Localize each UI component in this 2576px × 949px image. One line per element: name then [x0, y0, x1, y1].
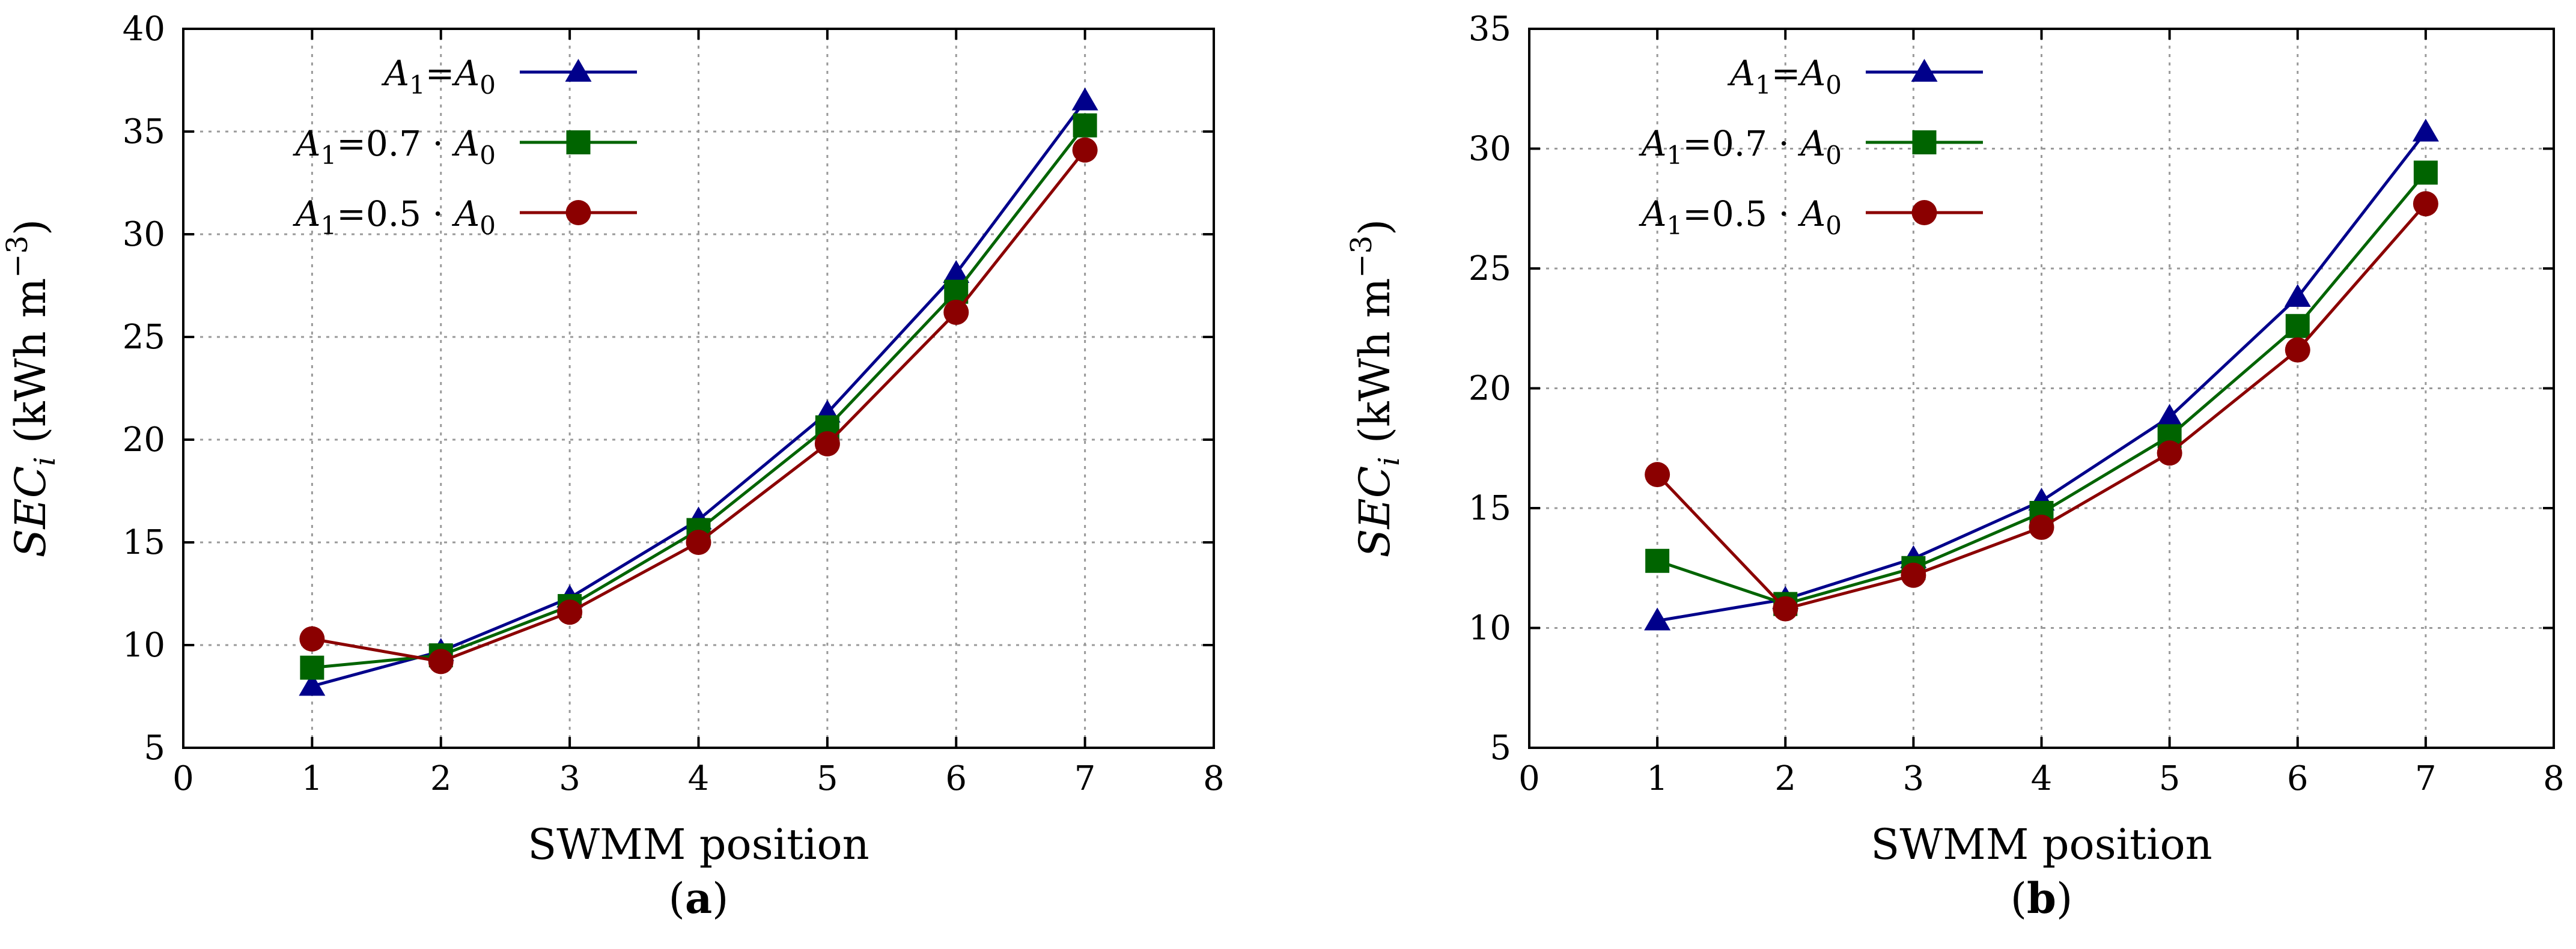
data-point	[1072, 137, 1098, 163]
y-axis-label: SECi (kWh m−3)	[1345, 219, 1406, 558]
data-point	[1644, 607, 1671, 631]
legend-marker	[1911, 59, 1938, 82]
series-3	[1645, 191, 2438, 622]
legend-label: A1=0.5 · A0	[293, 193, 496, 240]
x-tick-label: 2	[1774, 759, 1796, 798]
data-point	[943, 259, 970, 283]
legend-label: A1=0.7 · A0	[1639, 123, 1842, 170]
data-point	[300, 655, 324, 680]
legend-marker	[1911, 200, 1937, 225]
data-point	[299, 673, 326, 696]
data-point	[943, 299, 969, 325]
x-tick-label: 3	[1903, 759, 1925, 798]
data-point	[2413, 191, 2438, 217]
x-tick-label: 0	[172, 759, 194, 798]
legend-label: A1=0.7 · A0	[293, 123, 496, 170]
data-point	[1645, 462, 1670, 488]
y-tick-label: 25	[1469, 249, 1511, 288]
y-tick-label: 25	[123, 318, 165, 357]
data-point	[2412, 118, 2439, 142]
x-tick-label: 3	[559, 759, 580, 798]
y-tick-label: 35	[123, 112, 165, 151]
legend-marker	[565, 200, 591, 225]
y-tick-label: 5	[1490, 729, 1511, 768]
x-tick-label: 7	[1074, 759, 1096, 798]
x-tick-label: 5	[2159, 759, 2181, 798]
y-tick-label: 30	[1469, 130, 1511, 169]
y-tick-label: 10	[1469, 609, 1511, 648]
data-point	[814, 431, 840, 456]
data-point	[2157, 440, 2182, 466]
data-point	[2284, 283, 2311, 307]
data-point	[2413, 160, 2438, 185]
y-axis-label: SECi (kWh m−3)	[1, 219, 62, 558]
legend-marker	[1912, 130, 1937, 154]
legend-label: A1=A0	[1727, 53, 1842, 100]
x-tick-label: 8	[2543, 759, 2565, 798]
data-point	[299, 626, 325, 652]
x-axis-label: SWMM position	[1871, 820, 2212, 869]
data-point	[2029, 514, 2054, 540]
y-tick-label: 35	[1469, 10, 1511, 49]
x-tick-label: 8	[1203, 759, 1225, 798]
data-point	[1645, 548, 1670, 573]
panel-label: (a)	[669, 873, 729, 923]
x-tick-label: 2	[430, 759, 452, 798]
y-tick-label: 20	[123, 420, 165, 459]
x-tick-label: 1	[1646, 759, 1668, 798]
legend-marker	[566, 130, 591, 154]
x-tick-label: 6	[945, 759, 967, 798]
y-tick-label: 5	[144, 729, 165, 768]
y-tick-label: 40	[123, 10, 165, 49]
x-tick-label: 1	[302, 759, 323, 798]
data-point	[428, 649, 454, 675]
legend: A1=A0 A1=0.7 · A0 A1=0.5 · A0	[293, 53, 637, 240]
x-tick-label: 4	[2031, 759, 2053, 798]
chart-panel-a: 0 1 2 3 4 5 6 7 8 5 10 15 20 25 30 35 40 SWMM position(a)…	[1, 10, 1225, 923]
y-tick-label: 20	[1469, 369, 1511, 408]
chart-panel-b: 0 1 2 3 4 5 6 7 8 5 10 15 20 25 30 35 SWMM position(b) SE…	[1345, 10, 2565, 923]
data-point	[1073, 113, 1097, 138]
legend-label: A1=A0	[381, 53, 496, 100]
x-tick-label: 0	[1518, 759, 1540, 798]
data-point	[2285, 337, 2310, 363]
data-point	[1071, 87, 1098, 111]
panel-label: (b)	[2011, 873, 2073, 923]
legend: A1=A0 A1=0.7 · A0 A1=0.5 · A0	[1639, 53, 1983, 240]
x-axis-label: SWMM position	[528, 820, 869, 869]
data-point	[1773, 596, 1798, 622]
legend-marker	[565, 59, 592, 82]
data-point	[557, 599, 583, 625]
x-tick-label: 7	[2415, 759, 2437, 798]
y-tick-label: 15	[123, 523, 165, 562]
x-tick-label: 4	[688, 759, 710, 798]
y-tick-label: 10	[123, 626, 165, 665]
legend-label: A1=0.5 · A0	[1639, 193, 1842, 240]
data-point	[686, 530, 711, 555]
y-tick-label: 30	[123, 215, 165, 254]
x-tick-label: 5	[817, 759, 838, 798]
data-point	[2285, 314, 2310, 338]
series-line	[311, 100, 1086, 688]
data-point	[2156, 404, 2183, 427]
data-point	[1901, 562, 1926, 588]
y-tick-label: 15	[1469, 489, 1511, 528]
series-3	[299, 137, 1098, 675]
x-tick-label: 6	[2287, 759, 2309, 798]
